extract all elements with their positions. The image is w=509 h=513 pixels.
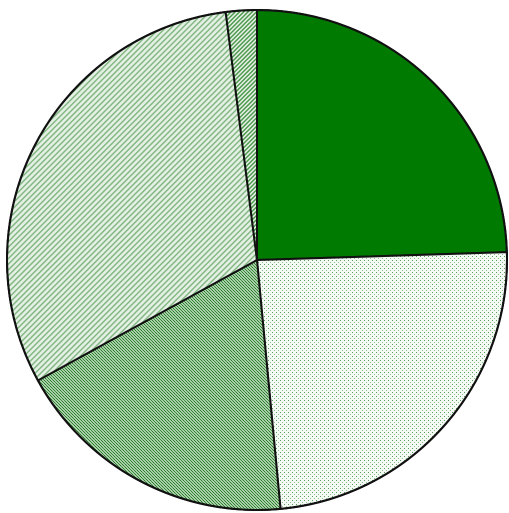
pie-slice-2 [256, 251, 508, 510]
pie-slice-1 [256, 9, 508, 261]
pie-slices [6, 9, 508, 511]
pie-outline [6, 9, 508, 511]
